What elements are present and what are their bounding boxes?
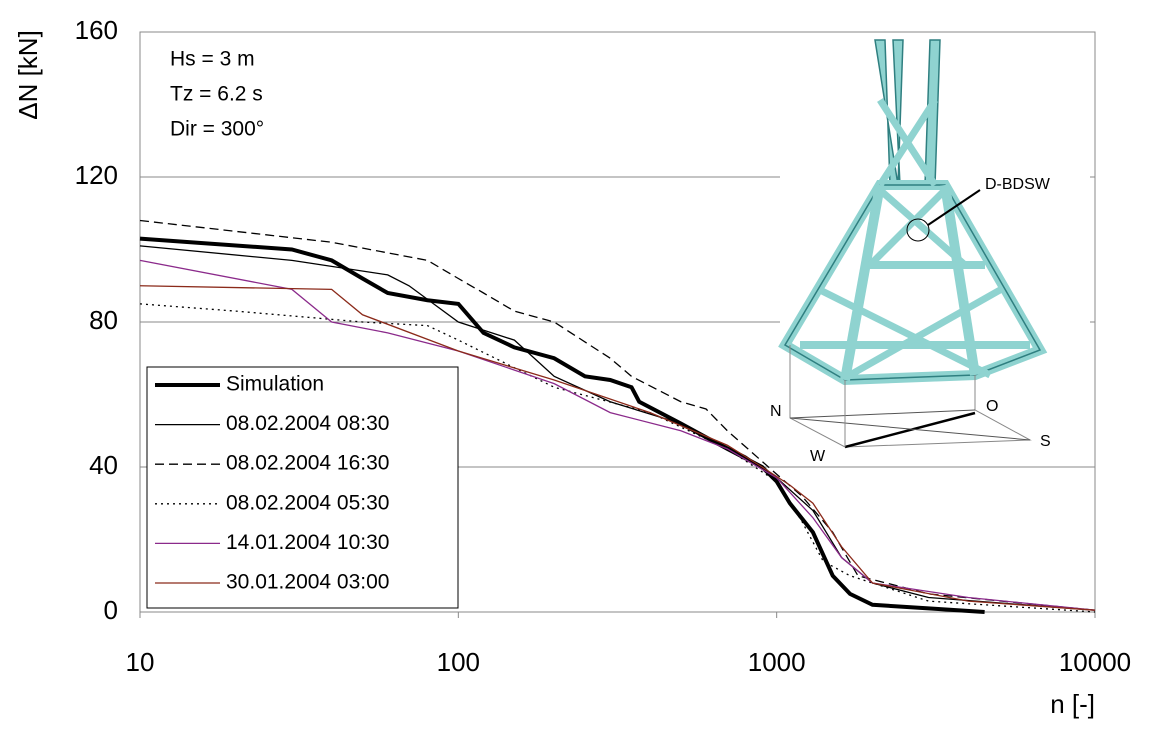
tower-inset: D-BDSW N O W S (770, 34, 1090, 465)
legend-label: 14.01.2004 10:30 (226, 531, 390, 554)
y-axis-label: ΔN [kN] (13, 30, 43, 120)
inset-label: D-BDSW (985, 176, 1051, 193)
chart: D-BDSW N O W S Hs = 3 m Tz = 6.2 s Dir =… (0, 0, 1151, 727)
annotation: Hs = 3 m (170, 48, 255, 71)
x-tick-label: 10000 (1059, 647, 1131, 677)
x-axis-label: n [-] (1050, 689, 1095, 719)
legend-label: 08.02.2004 05:30 (226, 491, 390, 514)
annotation: Tz = 6.2 s (170, 83, 263, 106)
page: D-BDSW N O W S Hs = 3 m Tz = 6.2 s Dir =… (0, 0, 1151, 732)
legend: Simulation 08.02.2004 08:30 08.02.2004 16:… (147, 367, 458, 608)
legend-label: 30.01.2004 03:00 (226, 571, 390, 594)
y-tick-label: 40 (89, 450, 118, 480)
x-tick-label: 1000 (748, 647, 806, 677)
inset-label: O (986, 398, 998, 415)
legend-label: Simulation (226, 373, 324, 396)
inset-label: S (1040, 433, 1051, 450)
inset-label: N (770, 403, 782, 420)
legend-label: 08.02.2004 16:30 (226, 452, 390, 475)
y-tick-label: 80 (89, 305, 118, 335)
y-tick-label: 0 (104, 595, 118, 625)
x-tick-label: 10 (126, 647, 155, 677)
x-tick-label: 100 (437, 647, 480, 677)
annotation: Dir = 300° (170, 118, 264, 141)
legend-label: 08.02.2004 08:30 (226, 412, 390, 435)
y-tick-label: 160 (75, 15, 118, 45)
inset-label: W (810, 448, 826, 465)
y-tick-label: 120 (75, 160, 118, 190)
